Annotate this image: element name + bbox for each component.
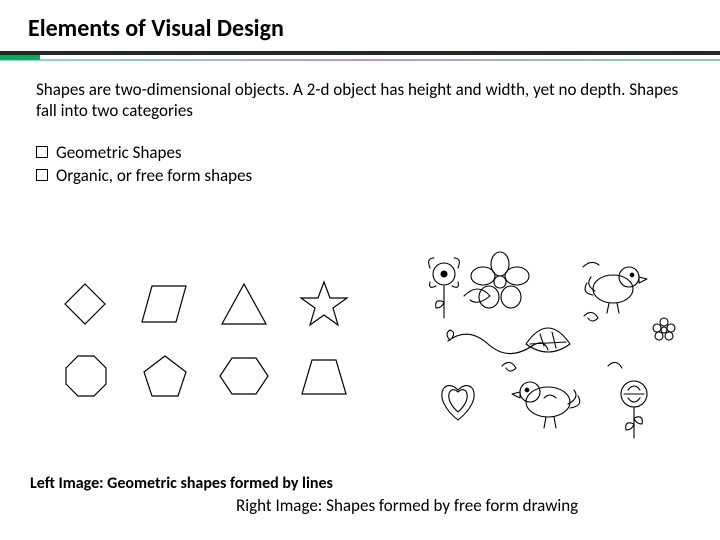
checkbox-icon — [36, 146, 48, 158]
organic-shapes-image — [408, 246, 688, 446]
title-underline — [0, 47, 720, 61]
page-title: Elements of Visual Design — [28, 14, 720, 43]
bullet-label: Geometric Shapes — [56, 142, 182, 163]
hexagon-icon — [218, 350, 270, 402]
left-caption: Left Image: Geometric shapes formed by l… — [0, 474, 720, 493]
parallelogram-icon — [138, 278, 190, 330]
checkbox-icon — [36, 169, 48, 181]
list-item: Geometric Shapes — [36, 142, 720, 163]
right-caption: Right Image: Shapes formed by free form … — [0, 495, 720, 516]
body-paragraph: Shapes are two-dimensional objects. A 2-… — [0, 61, 720, 122]
octagon-icon — [60, 350, 111, 402]
diamond-icon — [60, 278, 110, 330]
geometric-shapes-image — [60, 278, 350, 422]
bullet-list: Geometric Shapes Organic, or free form s… — [0, 122, 720, 186]
trapezoid-icon — [298, 350, 350, 402]
list-item: Organic, or free form shapes — [36, 165, 720, 186]
pentagon-icon — [139, 350, 190, 402]
triangle-icon — [218, 278, 270, 330]
bullet-label: Organic, or free form shapes — [56, 165, 252, 186]
star-icon — [298, 278, 350, 330]
